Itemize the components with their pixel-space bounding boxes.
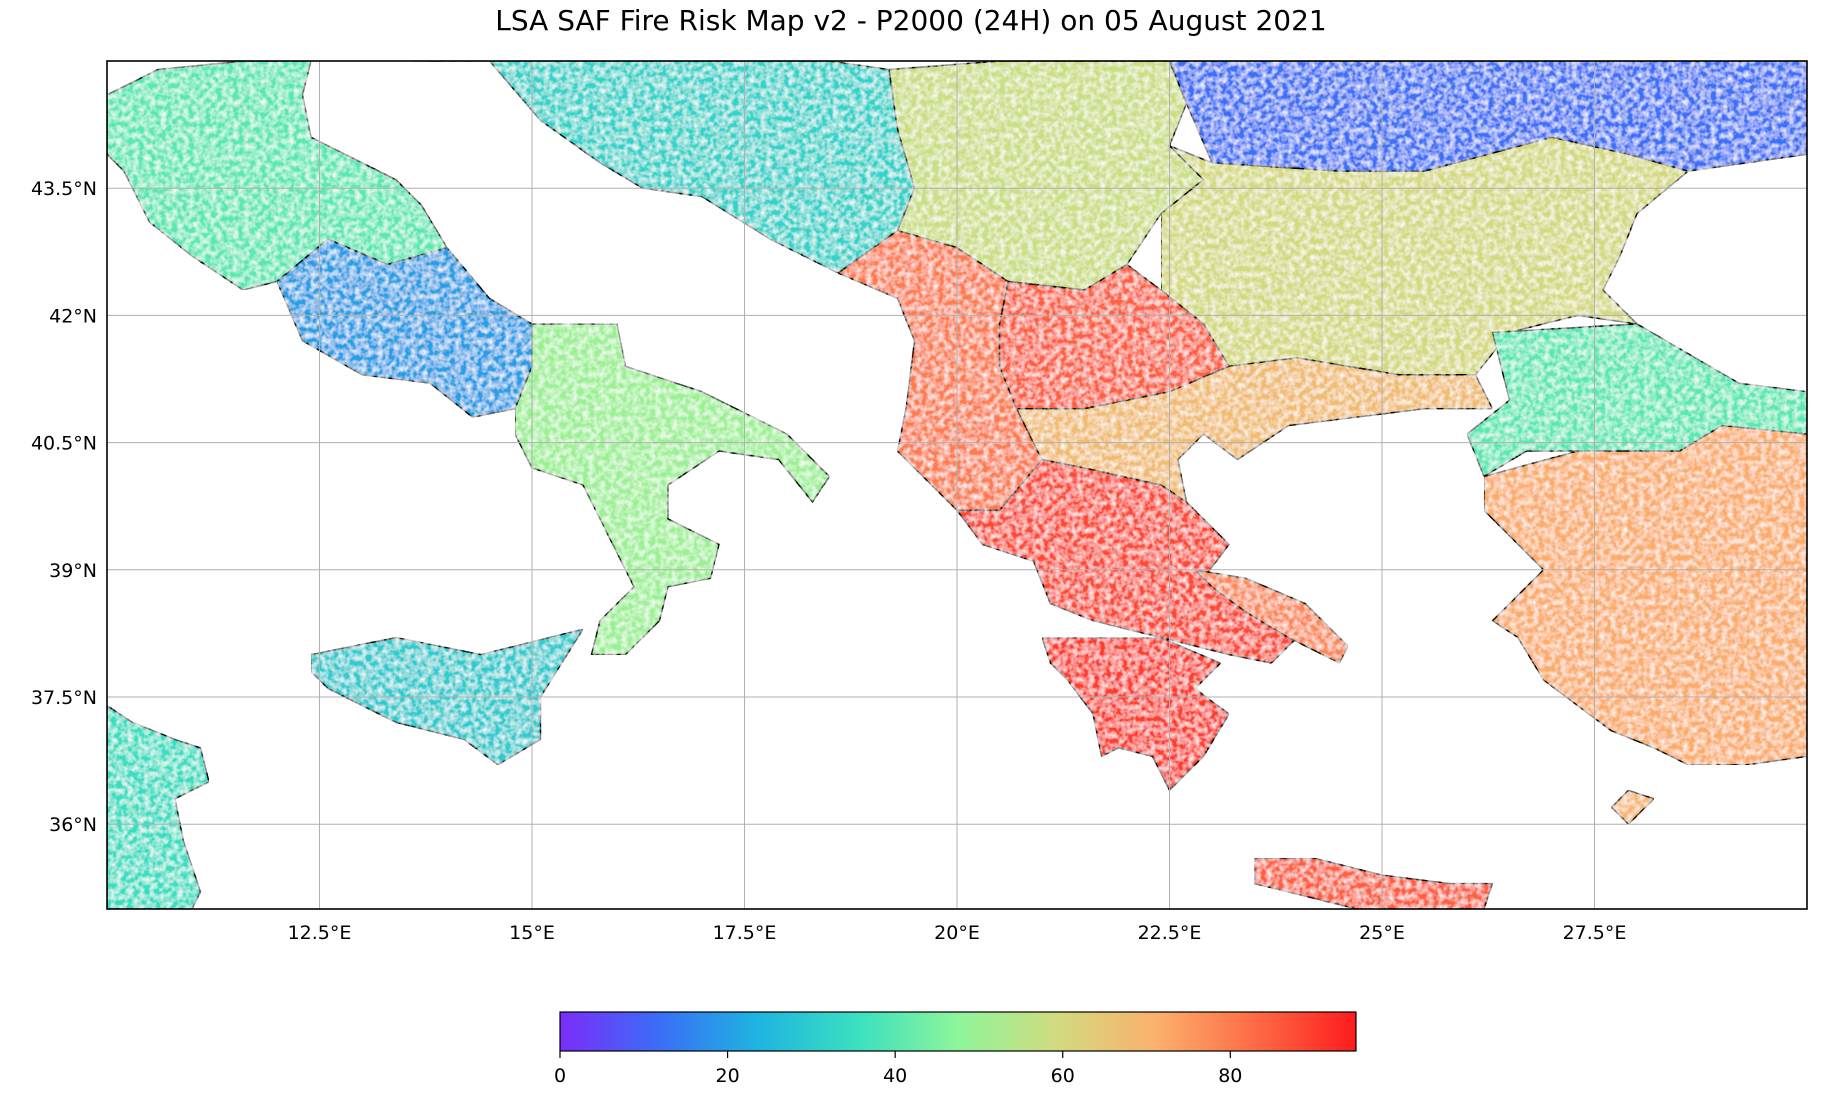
lon-tick-labels: 12.5°E 15°E 17.5°E 20°E 22.5°E 25°E 27.5°E [288, 922, 1627, 944]
colorbar-tick-label: 20 [715, 1065, 739, 1087]
colorbar-tick-label: 60 [1051, 1065, 1075, 1087]
lat-tick-label: 37.5°N [31, 687, 97, 709]
region-crete [1253, 857, 1494, 909]
region-southern-italy [514, 323, 831, 656]
colorbar [559, 1011, 1357, 1052]
colorbar-tick-label: 0 [554, 1065, 566, 1087]
lat-tick-label: 40.5°N [31, 433, 97, 455]
lat-tick-label: 39°N [49, 560, 97, 582]
lon-tick-label: 15°E [509, 922, 555, 944]
region-central-apennines [276, 238, 533, 418]
lat-tick-label: 43.5°N [31, 178, 97, 200]
lon-tick-label: 12.5°E [288, 922, 352, 944]
colorbar-ticks: 0 20 40 60 80 [554, 1051, 1242, 1087]
lon-tick-label: 17.5°E [713, 922, 777, 944]
region-peloponnese [1041, 636, 1230, 791]
map-frame [106, 60, 1808, 910]
lon-tick-label: 20°E [934, 922, 980, 944]
gridlines [107, 61, 1807, 909]
region-dodecanese [1610, 789, 1655, 825]
region-northern-italy [107, 61, 448, 291]
lat-tick-labels: 43.5°N 42°N 40.5°N 39°N 37.5°N 36°N [31, 178, 97, 836]
map-title: LSA SAF Fire Risk Map v2 - P2000 (24H) o… [495, 4, 1327, 37]
colorbar-tick-label: 80 [1218, 1065, 1242, 1087]
region-evia [1194, 569, 1349, 664]
lat-tick-label: 42°N [49, 305, 97, 327]
lon-tick-label: 25°E [1359, 922, 1405, 944]
region-tunisia-coast [107, 704, 210, 909]
lat-tick-label: 36°N [49, 814, 97, 836]
colorbar-tick-label: 40 [883, 1065, 907, 1087]
lon-tick-label: 22.5°E [1138, 922, 1202, 944]
region-bosnia-croatia [412, 61, 916, 274]
region-western-anatolia [1483, 424, 1807, 766]
lon-tick-label: 27.5°E [1563, 922, 1627, 944]
